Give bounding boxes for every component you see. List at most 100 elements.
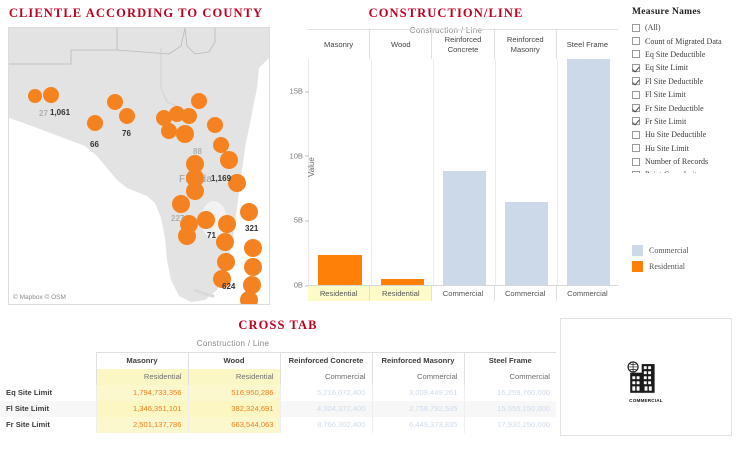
map-dot[interactable] [218, 215, 236, 233]
checkbox-icon[interactable] [632, 130, 640, 139]
measure-item-fr-site-deductible[interactable]: Fr Site Deductible [624, 101, 736, 114]
map-dot-label: 76 [122, 129, 131, 138]
map-dot[interactable] [240, 291, 258, 304]
cross-tab-group-header[interactable]: Wood [187, 352, 280, 369]
map-dot[interactable] [244, 258, 262, 276]
bar-column-header[interactable]: Masonry [324, 39, 354, 49]
map-dot[interactable] [156, 110, 172, 126]
cross-tab-group-header[interactable]: Masonry [95, 352, 188, 369]
cross-tab-group-header[interactable]: Steel Frame [463, 352, 556, 369]
checkbox-icon[interactable] [632, 90, 640, 99]
map-dot[interactable] [172, 195, 190, 213]
checkbox-icon[interactable] [632, 144, 640, 153]
cross-tab-group-header[interactable]: Reinforced Masonry [371, 352, 464, 369]
legend-label: Residential [649, 262, 685, 271]
map-dot[interactable] [186, 182, 204, 200]
map-dot[interactable] [119, 108, 135, 124]
bar-column-footer[interactable]: Commercial [555, 286, 618, 301]
map-panel: CLIENTLE ACCORDING TO COUNTY Florida 271… [0, 0, 272, 312]
map-dot[interactable] [243, 276, 261, 294]
map-dot[interactable] [181, 108, 197, 124]
map-dot[interactable] [28, 89, 42, 103]
measure-item-eq-site-deductible[interactable]: Eq Site Deductible [624, 48, 736, 61]
measure-item-all[interactable]: (All) [624, 21, 736, 34]
cross-tab-sub-header[interactable]: Residential [187, 368, 280, 385]
measure-item-point-granularity[interactable]: Point Granularity [624, 168, 736, 173]
map-dot[interactable] [228, 174, 246, 192]
bar-y-tick: 10B [289, 151, 309, 160]
map-dot[interactable] [87, 115, 103, 131]
bar-chart-plot-area: Value 0B 5B 10B 15B [289, 59, 618, 290]
cross-tab-cell: 2,501,137,786 [95, 416, 188, 433]
bar-column-header[interactable]: Steel Frame [555, 30, 618, 59]
cross-tab-sub-header[interactable]: Commercial [371, 368, 464, 385]
checkbox-icon[interactable] [632, 37, 640, 46]
measure-item-label: Count of Migrated Data [645, 36, 722, 46]
map-dot[interactable] [197, 211, 215, 229]
bar-chart-column-footers: Residential Residential Commercial Commerci… [308, 286, 618, 301]
checkbox-icon[interactable] [632, 104, 640, 113]
map-dot[interactable] [107, 94, 123, 110]
map-dot[interactable] [207, 117, 223, 133]
checkbox-icon[interactable] [632, 77, 640, 86]
bar-column-footer[interactable]: Commercial [493, 286, 556, 301]
checkbox-icon[interactable] [632, 157, 640, 166]
checkbox-icon[interactable] [632, 63, 640, 72]
bar-reinforced-concrete[interactable] [442, 171, 487, 285]
map-dot[interactable] [191, 93, 207, 109]
bar-column-header[interactable]: Reinforced Masonry [493, 30, 556, 59]
cross-tab-cell: 1,794,733,356 [95, 384, 188, 401]
cross-tab-sub-header[interactable]: Commercial [463, 368, 556, 385]
cross-tab-row-header[interactable]: Fl Site Limit [0, 400, 96, 417]
cross-tab-row-header[interactable]: Fr Site Limit [0, 416, 96, 433]
map-dot[interactable] [220, 151, 238, 169]
map-dot-label: 624 [222, 282, 236, 291]
chart-legend: Commercial Residential [632, 245, 689, 277]
measure-item-fl-site-limit[interactable]: Fl Site Limit [624, 88, 736, 101]
measure-item-fr-site-limit[interactable]: Fr Site Limit [624, 115, 736, 128]
cross-tab-cell: 3,009,449,261 [371, 384, 464, 401]
bar-masonry[interactable] [317, 254, 363, 285]
map-dot[interactable] [43, 87, 59, 103]
checkbox-icon[interactable] [632, 117, 640, 126]
cross-tab-sub-header[interactable]: Residential [95, 368, 188, 385]
measure-item-number-of-records[interactable]: Number of Records [624, 155, 736, 168]
legend-item-commercial[interactable]: Commercial [632, 245, 689, 256]
measure-names-list[interactable]: (All) Count of Migrated Data Eq Site Deduc… [624, 21, 736, 173]
bar-column-footer[interactable]: Commercial [431, 286, 493, 301]
cross-tab-row-header[interactable]: Eq Site Limit [0, 384, 96, 401]
cross-tab-group-header[interactable]: Reinforced Concrete [279, 352, 372, 369]
map-dot[interactable] [186, 155, 204, 173]
map-dot[interactable] [176, 125, 194, 143]
checkbox-icon[interactable] [632, 23, 640, 32]
map-dot[interactable] [240, 203, 258, 221]
cross-tab-cell: 1,346,351,101 [95, 400, 188, 417]
legend-item-residential[interactable]: Residential [632, 261, 689, 272]
measure-item-eq-site-limit[interactable]: Eq Site Limit [624, 61, 736, 74]
map-dot[interactable] [213, 270, 231, 288]
measure-item-count-of-migrated-data[interactable]: Count of Migrated Data [624, 34, 736, 47]
map-dot[interactable] [244, 239, 262, 257]
map-dot[interactable] [213, 137, 229, 153]
bar-column-footer[interactable]: Residential [369, 286, 432, 301]
map-dot[interactable] [161, 123, 177, 139]
bar-column-header[interactable]: Wood [369, 30, 431, 59]
bar-column [433, 59, 495, 285]
bar-column-header[interactable]: Reinforced Concrete [431, 30, 493, 59]
checkbox-icon[interactable] [632, 50, 640, 59]
bar-wood[interactable] [380, 279, 425, 285]
bar-reinforced-masonry[interactable] [504, 201, 549, 285]
map-dot[interactable] [217, 253, 235, 271]
bar-steel-frame[interactable] [566, 59, 611, 285]
bar-chart-column-headers: Masonry Wood Reinforced Concrete Reinforced… [308, 29, 618, 59]
measure-item-hu-site-limit[interactable]: Hu Site Limit [624, 142, 736, 155]
measure-item-hu-site-deductible[interactable]: Hu Site Deductible [624, 128, 736, 141]
map-dot[interactable] [178, 227, 196, 245]
checkbox-icon[interactable] [632, 170, 640, 173]
map-canvas[interactable]: Florida 271,0616676881,169227713216243,3… [8, 27, 270, 305]
measure-item-fl-site-deductible[interactable]: Fl Site Deductible [624, 75, 736, 88]
cross-tab-sub-header[interactable]: Commercial [279, 368, 372, 385]
map-dot[interactable] [216, 233, 234, 251]
bar-column-footer[interactable]: Residential [308, 286, 370, 301]
map-attribution: © Mapbox © OSM [13, 294, 66, 301]
